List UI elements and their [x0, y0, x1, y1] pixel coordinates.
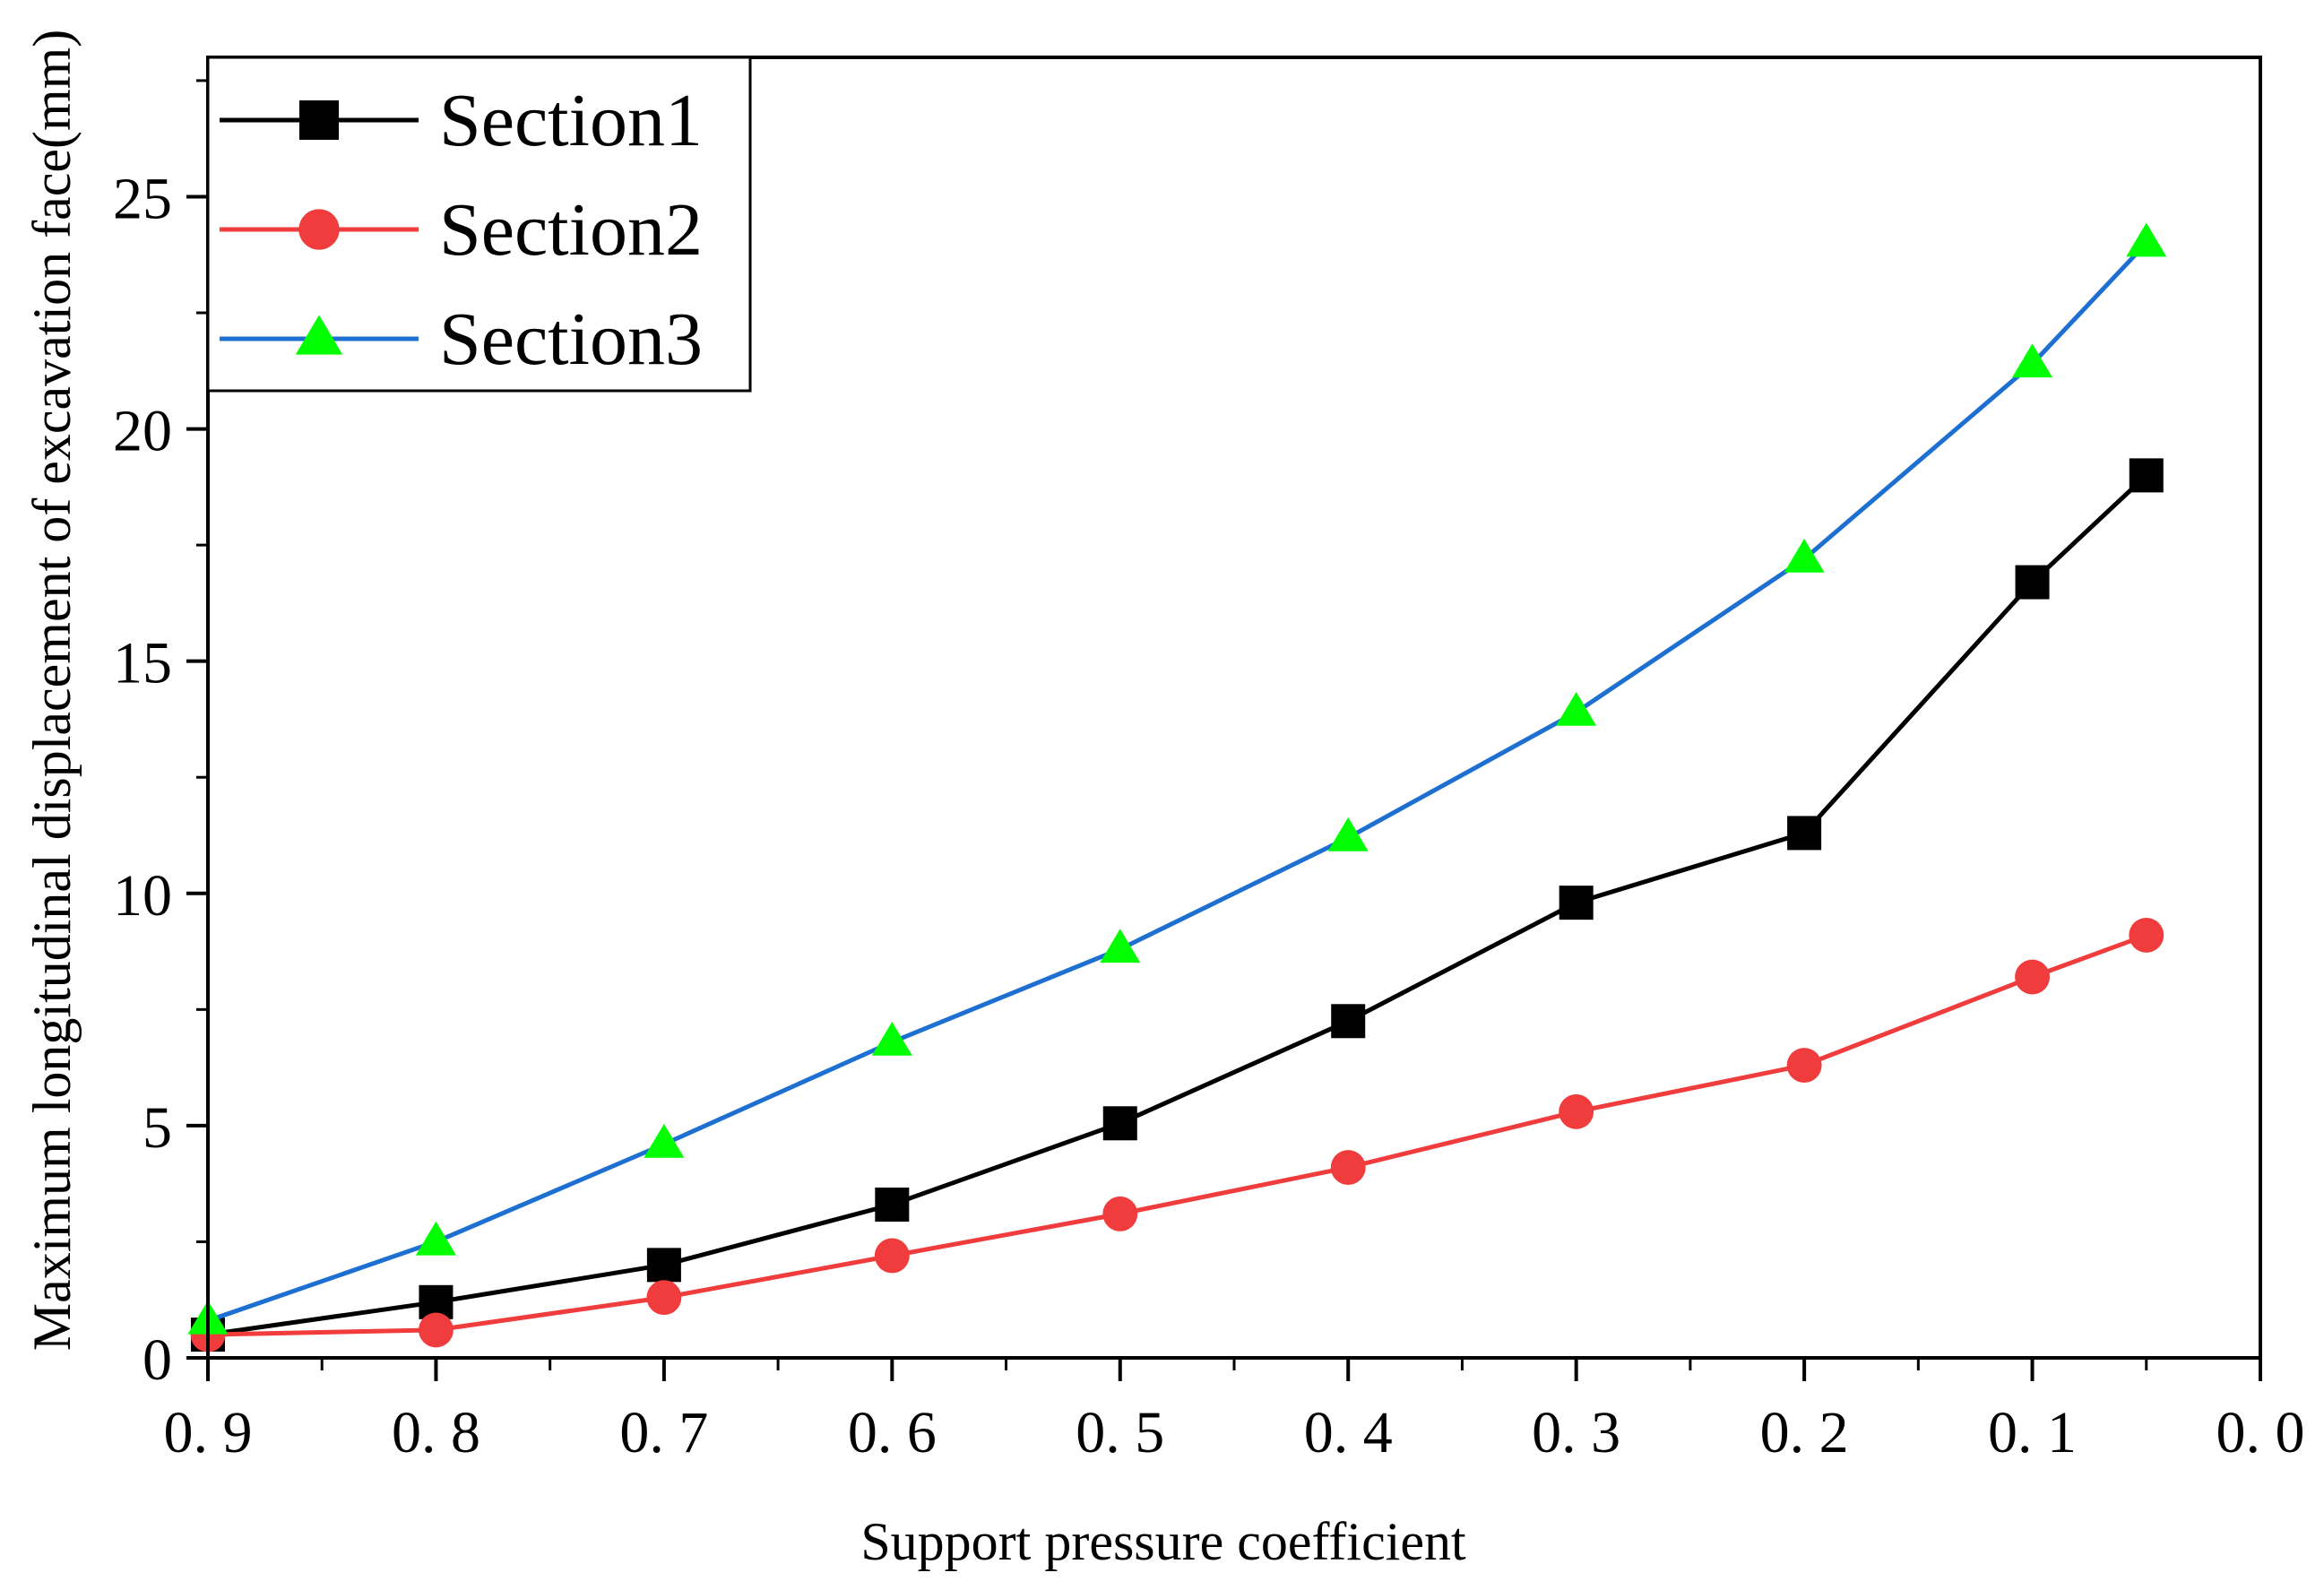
- data-point: [1102, 1196, 1138, 1231]
- x-tick-label: 0. 3: [1532, 1400, 1620, 1465]
- data-point: [1559, 1093, 1594, 1129]
- data-point: [646, 1280, 682, 1316]
- y-tick-label: 0: [143, 1327, 172, 1393]
- data-point: [1556, 692, 1597, 726]
- x-tick-label: 0. 0: [2216, 1400, 2305, 1465]
- x-tick-label: 0. 9: [164, 1400, 253, 1465]
- x-tick-label: 0. 8: [392, 1400, 480, 1465]
- series-section2: [190, 917, 2164, 1352]
- x-tick-label: 0. 1: [1988, 1400, 2077, 1465]
- x-tick-label: 0. 7: [619, 1400, 708, 1465]
- y-tick-label: 15: [113, 631, 172, 696]
- data-point: [871, 1021, 912, 1056]
- legend-entry-section3: Section3: [220, 298, 703, 381]
- data-point: [1787, 816, 1822, 851]
- data-point: [2015, 959, 2050, 995]
- y-tick-label: 25: [113, 166, 172, 231]
- data-point: [1100, 929, 1141, 964]
- series-section1: [191, 458, 2164, 1352]
- y-tick-label: 20: [113, 399, 172, 464]
- legend-label: Section2: [439, 188, 703, 272]
- legend-box: [206, 56, 752, 393]
- data-point: [1786, 1048, 1822, 1083]
- data-point: [1559, 886, 1594, 920]
- y-axis-title: Maximum longitudinal displacement of exc…: [22, 30, 82, 1352]
- data-point: [2012, 343, 2053, 378]
- data-point: [2126, 222, 2167, 257]
- data-point: [1102, 1106, 1137, 1141]
- legend-marker: [299, 100, 339, 140]
- data-point: [415, 1221, 456, 1256]
- data-point: [2015, 565, 2050, 600]
- data-point: [646, 1248, 681, 1283]
- y-tick-label: 10: [113, 863, 172, 929]
- series-group: [187, 222, 2167, 1352]
- legend-marker: [295, 315, 343, 355]
- data-point: [875, 1187, 910, 1222]
- legend-entry-section1: Section1: [220, 79, 703, 162]
- legend-label: Section1: [439, 79, 703, 162]
- tick-labels: 0. 9 0. 8 0. 7 0. 6 0. 5 0. 4 0. 3 0. 2 0. 1 0. 0…: [113, 166, 2305, 1465]
- x-axis-title: Support pressure coefficient: [860, 1512, 1466, 1571]
- axis-ticks: [186, 79, 2262, 1381]
- data-point: [2129, 458, 2164, 493]
- data-point: [419, 1312, 454, 1348]
- x-tick-label: 0. 6: [848, 1400, 937, 1465]
- series-line: [207, 933, 2147, 1337]
- series-line: [207, 473, 2148, 1337]
- data-point: [2129, 917, 2164, 953]
- series-line: [207, 241, 2148, 1323]
- data-point: [644, 1123, 685, 1158]
- x-tick-label: 0. 2: [1760, 1400, 1849, 1465]
- legend-marker: [298, 209, 340, 250]
- x-tick-label: 0. 4: [1304, 1400, 1393, 1465]
- data-point: [1327, 817, 1369, 851]
- legend-entry-section2: Section2: [220, 188, 703, 272]
- data-point: [1331, 1004, 1366, 1039]
- data-point: [1330, 1150, 1366, 1185]
- legend: Section1 Section2 Section3: [206, 56, 752, 393]
- plot-frame: [206, 56, 2262, 1360]
- data-point: [1784, 538, 1825, 573]
- series-section3: [187, 222, 2167, 1335]
- x-tick-label: 0. 5: [1076, 1400, 1164, 1465]
- legend-label: Section3: [439, 298, 703, 381]
- y-tick-label: 5: [143, 1095, 172, 1161]
- data-point: [874, 1238, 910, 1274]
